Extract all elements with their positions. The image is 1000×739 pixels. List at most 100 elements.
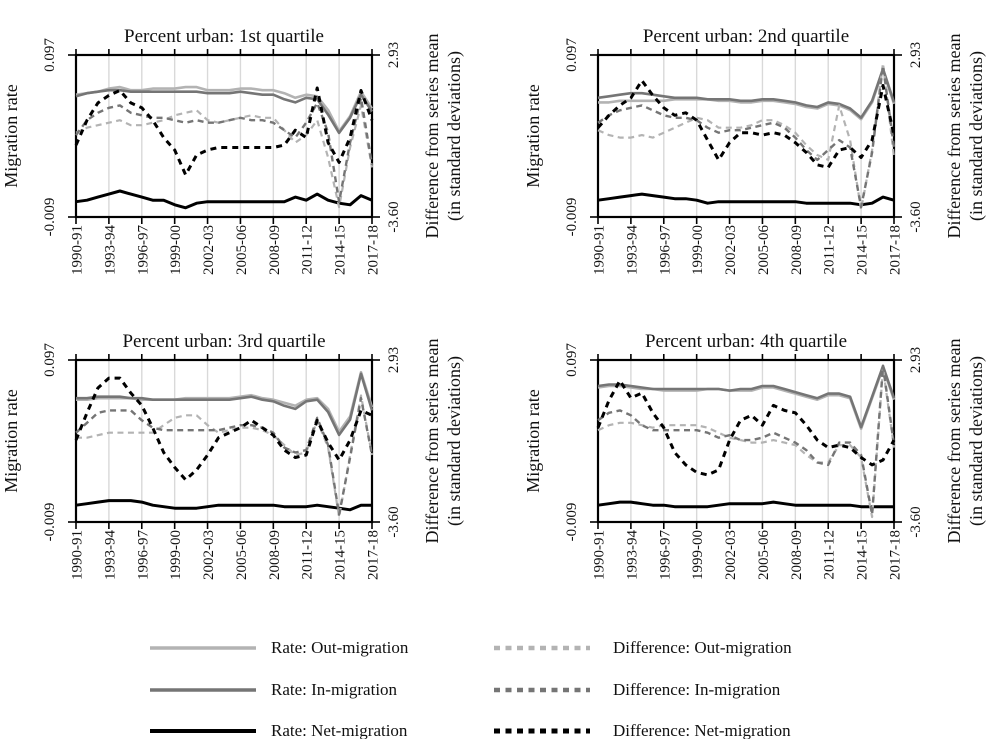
right-axis-title-line1: Difference from series mean <box>422 33 442 238</box>
x-tick-label: 1999-00 <box>690 225 706 275</box>
solid-line-swatch-icon <box>150 729 256 733</box>
left-axis-tick-label: 0.097 <box>564 343 580 377</box>
x-tick-label: 2005-06 <box>234 530 250 580</box>
chart-percent-urban-q2: Percent urban: 2nd quartile 0.097 -0.009 Mi… <box>522 0 1000 300</box>
legend-label: Rate: In-migration <box>271 680 398 699</box>
right-axis-tick-label: -3.60 <box>908 506 924 537</box>
x-tick-label: 2005-06 <box>756 530 772 580</box>
x-tick-label: 1990-91 <box>592 225 608 275</box>
x-tick-label: 2005-06 <box>234 225 250 275</box>
left-axis-tick-label: 0.097 <box>42 38 58 72</box>
right-axis-title-line2: (in standard deviations) <box>966 51 987 221</box>
legend-label: Difference: Net-migration <box>613 721 791 739</box>
x-tick-label: 2002-03 <box>201 530 217 580</box>
x-tick-label: 2017-18 <box>366 530 382 580</box>
x-tick-label: 1993-94 <box>624 225 640 275</box>
x-tick-label: 2011-12 <box>300 225 316 274</box>
plot-border <box>74 53 374 219</box>
x-tick-label: 2008-09 <box>789 225 805 275</box>
x-tick-label: 1996-97 <box>135 225 151 275</box>
x-tick-label: 2014-15 <box>855 530 871 580</box>
series-line-4 <box>597 64 896 209</box>
right-axis-tick-label: 2.93 <box>386 347 402 373</box>
legend: Rate: Out-migration Rate: In-migration R… <box>0 620 1000 739</box>
x-tick-label: 1993-94 <box>102 225 118 275</box>
chart-svg: Percent urban: 3rd quartile 0.097 -0.009 Mi… <box>1 331 465 580</box>
series-line-2 <box>597 500 894 509</box>
x-tick-label: 2002-03 <box>723 530 739 580</box>
right-axis-title-line1: Difference from series mean <box>944 33 964 238</box>
series-line-1 <box>76 372 374 437</box>
right-axis-title-line1: Difference from series mean <box>944 338 964 543</box>
chart-title: Percent urban: 4th quartile <box>645 331 847 352</box>
x-tick-label: 1996-97 <box>657 530 673 580</box>
legend-item-diff-out: Difference: Out-migration <box>492 635 792 661</box>
right-axis-tick-label: -3.60 <box>386 506 402 537</box>
left-axis-title: Migration rate <box>1 84 21 187</box>
legend-label: Difference: Out-migration <box>613 638 792 657</box>
plot-border <box>74 358 374 524</box>
chart-svg: Percent urban: 2nd quartile 0.097 -0.009 Mi… <box>523 26 987 275</box>
x-tick-label: 2011-12 <box>822 530 838 579</box>
legend-item-rate-in: Rate: In-migration <box>148 677 397 703</box>
legend-label: Rate: Out-migration <box>271 638 409 657</box>
x-tick-label: 1996-97 <box>657 225 673 275</box>
x-tick-label: 2008-09 <box>789 530 805 580</box>
left-axis-title: Migration rate <box>523 84 543 187</box>
series-line-2 <box>75 499 372 512</box>
left-axis-tick-label: -0.009 <box>42 503 58 542</box>
series-line-2 <box>75 189 373 210</box>
x-tick-label: 1996-97 <box>135 530 151 580</box>
left-axis-title: Migration rate <box>1 389 21 492</box>
x-tick-label: 1990-91 <box>70 530 86 580</box>
chart-percent-urban-q4: Percent urban: 4th quartile 0.097 -0.009 Mi… <box>522 305 1000 605</box>
series-line-3 <box>76 394 374 519</box>
x-tick-label: 2014-15 <box>333 530 349 580</box>
x-tick-label: 2014-15 <box>333 225 349 275</box>
series-line-3 <box>597 62 896 211</box>
legend-label: Difference: In-migration <box>613 680 781 699</box>
legend-item-diff-net: Difference: Net-migration <box>492 718 791 739</box>
legend-item-rate-out: Rate: Out-migration <box>148 635 408 661</box>
x-tick-label: 1999-00 <box>168 225 184 275</box>
x-tick-label: 1990-91 <box>592 530 608 580</box>
plot-border <box>596 53 896 219</box>
x-tick-label: 2008-09 <box>267 530 283 580</box>
x-tick-label: 2011-12 <box>300 530 316 579</box>
solid-line-swatch-icon <box>150 646 256 650</box>
series-line-5 <box>596 379 896 477</box>
dashed-line-swatch-icon <box>494 728 590 734</box>
left-axis-tick-label: -0.009 <box>42 198 58 237</box>
right-axis-tick-label: -3.60 <box>386 201 402 232</box>
series-line-1 <box>597 67 896 119</box>
series-line-0 <box>75 85 374 133</box>
x-tick-label: 1999-00 <box>168 530 184 580</box>
left-axis-tick-label: -0.009 <box>564 503 580 542</box>
x-tick-label: 1993-94 <box>102 530 118 580</box>
x-tick-label: 2005-06 <box>756 225 772 275</box>
right-axis-tick-label: -3.60 <box>908 201 924 232</box>
series-line-1 <box>597 364 896 429</box>
series-line-5 <box>74 86 374 177</box>
series-line-5 <box>596 79 896 169</box>
dashed-line-swatch-icon <box>494 645 590 651</box>
x-tick-label: 1993-94 <box>624 530 640 580</box>
chart-svg: Percent urban: 4th quartile 0.097 -0.009 Mi… <box>523 331 987 580</box>
x-tick-label: 2008-09 <box>267 225 283 275</box>
right-axis-tick-label: 2.93 <box>908 347 924 373</box>
x-tick-label: 2017-18 <box>888 225 904 275</box>
dashed-line-swatch-icon <box>494 687 590 693</box>
legend-label: Rate: Net-migration <box>271 721 408 739</box>
left-axis-tick-label: 0.097 <box>564 38 580 72</box>
left-axis-title: Migration rate <box>523 389 543 492</box>
right-axis-title-line1: Difference from series mean <box>422 338 442 543</box>
chart-title: Percent urban: 1st quartile <box>124 26 324 47</box>
legend-item-rate-net: Rate: Net-migration <box>148 718 407 739</box>
chart-percent-urban-q1: Percent urban: 1st quartile 0.097 -0.009 Mi… <box>0 0 478 300</box>
right-axis-tick-label: 2.93 <box>386 42 402 68</box>
series-line-1 <box>75 88 374 135</box>
right-axis-title-line2: (in standard deviations) <box>444 356 465 526</box>
chart-svg: Percent urban: 1st quartile 0.097 -0.009 Mi… <box>1 26 465 275</box>
x-tick-label: 1999-00 <box>690 530 706 580</box>
